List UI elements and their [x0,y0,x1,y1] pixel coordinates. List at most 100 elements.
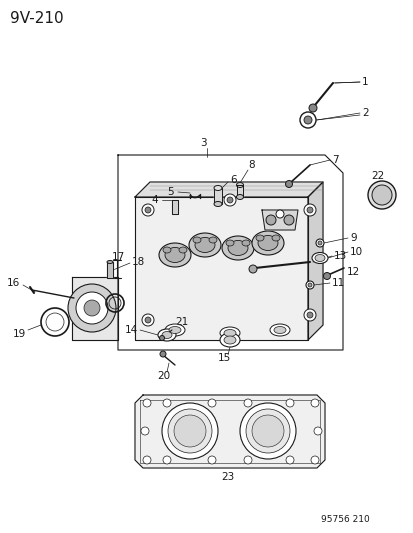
Polygon shape [171,200,178,214]
Circle shape [248,265,256,273]
Circle shape [161,403,218,459]
Polygon shape [135,182,322,197]
Text: 4: 4 [151,195,158,205]
Text: 95756 210: 95756 210 [320,515,369,524]
Circle shape [173,415,206,447]
Circle shape [163,456,171,464]
Circle shape [240,403,295,459]
Circle shape [310,399,318,407]
Ellipse shape [165,324,185,336]
Circle shape [142,399,151,407]
Circle shape [315,239,323,247]
Circle shape [323,272,330,279]
Circle shape [275,210,283,218]
Circle shape [142,314,154,326]
Circle shape [245,409,289,453]
Ellipse shape [221,236,254,260]
Circle shape [285,399,293,407]
Circle shape [163,399,171,407]
Text: 21: 21 [175,317,188,327]
Ellipse shape [314,254,324,262]
Ellipse shape [223,336,235,344]
Ellipse shape [236,182,243,188]
Circle shape [313,427,321,435]
Circle shape [371,185,391,205]
Ellipse shape [192,237,201,243]
Text: 17: 17 [111,252,124,262]
Ellipse shape [273,327,285,334]
Circle shape [303,116,311,124]
Circle shape [76,292,108,324]
Ellipse shape [257,236,277,251]
Text: 2: 2 [361,108,368,118]
Text: 23: 23 [221,472,234,482]
Circle shape [207,456,216,464]
Circle shape [68,284,116,332]
Ellipse shape [311,253,327,263]
Circle shape [285,181,292,188]
Ellipse shape [169,327,180,334]
Ellipse shape [165,247,185,262]
Circle shape [310,456,318,464]
Circle shape [308,104,316,112]
Circle shape [303,309,315,321]
Circle shape [145,317,151,323]
Ellipse shape [219,327,240,339]
Ellipse shape [195,238,214,253]
Circle shape [159,351,166,357]
Circle shape [243,456,252,464]
Circle shape [305,281,313,289]
Ellipse shape [107,261,113,263]
Ellipse shape [189,233,221,257]
Ellipse shape [225,240,233,246]
Polygon shape [72,277,118,340]
Circle shape [142,456,151,464]
Circle shape [226,197,233,203]
Circle shape [159,335,164,341]
Ellipse shape [178,247,187,253]
Circle shape [142,204,154,216]
Text: 11: 11 [331,278,344,288]
Text: 3: 3 [199,138,206,148]
Circle shape [317,241,321,245]
Ellipse shape [223,329,235,336]
Ellipse shape [269,324,289,336]
Circle shape [243,399,252,407]
Ellipse shape [214,185,221,190]
Text: 13: 13 [333,251,347,261]
Text: 9V-210: 9V-210 [10,11,64,26]
Text: 7: 7 [331,155,338,165]
Text: 20: 20 [157,371,170,381]
Polygon shape [135,197,307,340]
Text: 6: 6 [230,175,236,185]
Circle shape [303,204,315,216]
Text: 9: 9 [349,233,356,243]
Circle shape [306,207,312,213]
Text: 19: 19 [13,329,26,339]
Ellipse shape [159,243,190,267]
Circle shape [307,283,311,287]
Ellipse shape [236,195,243,199]
Text: 18: 18 [132,257,145,267]
Circle shape [283,215,293,225]
Text: 12: 12 [346,267,359,277]
Circle shape [168,409,211,453]
Circle shape [285,456,293,464]
Polygon shape [135,395,324,468]
Ellipse shape [209,237,216,243]
Circle shape [252,415,283,447]
Circle shape [141,427,149,435]
Ellipse shape [219,333,240,347]
Polygon shape [307,182,322,340]
Polygon shape [107,262,113,278]
Ellipse shape [228,240,247,255]
Ellipse shape [163,247,171,253]
Text: 16: 16 [7,278,20,288]
Ellipse shape [158,329,176,341]
Polygon shape [261,210,297,230]
Text: 22: 22 [370,171,384,181]
Circle shape [299,112,315,128]
Text: 8: 8 [247,160,254,170]
Circle shape [306,312,312,318]
Ellipse shape [214,201,221,206]
